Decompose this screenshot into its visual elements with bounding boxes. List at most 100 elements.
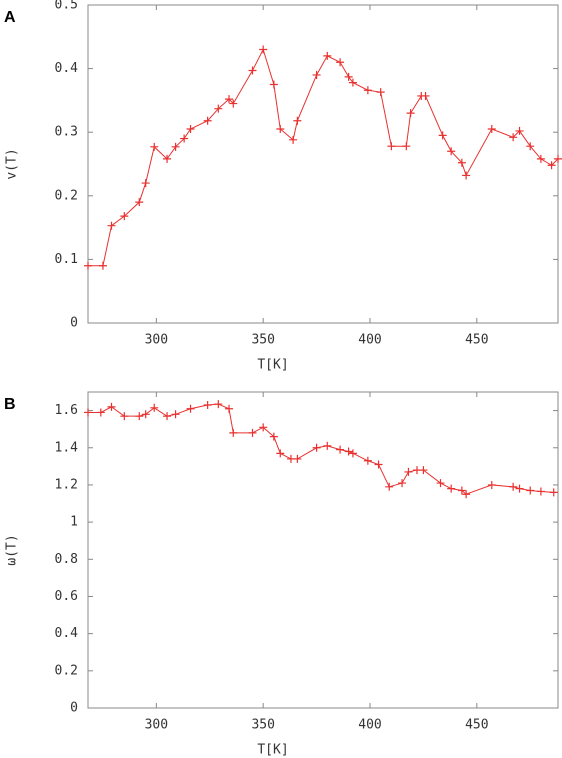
marker xyxy=(487,480,496,489)
marker xyxy=(462,490,471,499)
marker xyxy=(163,154,172,163)
marker xyxy=(547,161,556,170)
marker xyxy=(293,116,302,125)
marker xyxy=(248,428,257,437)
marker xyxy=(150,142,159,151)
marker xyxy=(404,467,413,476)
marker xyxy=(214,400,223,409)
marker xyxy=(150,403,159,412)
marker xyxy=(135,412,144,421)
marker xyxy=(269,80,278,89)
marker xyxy=(259,45,268,54)
marker xyxy=(374,460,383,469)
marker xyxy=(554,154,562,163)
marker xyxy=(186,125,195,134)
y-tick-label: 1 xyxy=(70,515,78,530)
marker xyxy=(225,404,233,413)
marker xyxy=(447,147,456,156)
marker xyxy=(515,484,524,493)
marker xyxy=(536,154,545,163)
y-axis-label: v(T) xyxy=(5,148,20,179)
marker xyxy=(84,408,92,417)
marker xyxy=(259,423,268,432)
x-tick-label: 350 xyxy=(251,333,274,348)
marker xyxy=(96,408,105,417)
marker xyxy=(515,126,524,135)
y-axis-label: ω(T) xyxy=(5,534,20,565)
marker xyxy=(363,456,372,465)
marker xyxy=(487,125,496,134)
y-tick-label: 0.4 xyxy=(55,626,79,641)
y-tick-label: 0 xyxy=(70,316,78,331)
y-tick-label: 0 xyxy=(70,701,78,716)
marker xyxy=(107,402,116,411)
marker xyxy=(348,78,357,87)
marker xyxy=(229,99,238,108)
y-tick-label: 0.1 xyxy=(55,252,78,267)
x-axis-label: T[K] xyxy=(257,743,288,758)
marker xyxy=(276,125,285,134)
marker xyxy=(419,466,428,475)
panel-label: A xyxy=(4,9,16,26)
marker xyxy=(344,447,353,456)
panel-label: B xyxy=(4,396,16,413)
marker xyxy=(171,142,180,151)
marker xyxy=(526,142,535,151)
x-tick-label: 300 xyxy=(145,718,168,733)
y-tick-label: 1.6 xyxy=(55,403,78,418)
marker xyxy=(376,88,385,97)
plot-frame xyxy=(87,4,559,324)
marker xyxy=(457,486,466,495)
marker xyxy=(385,482,394,491)
marker xyxy=(180,134,189,143)
y-tick-label: 0.6 xyxy=(55,589,78,604)
marker xyxy=(107,221,116,230)
y-tick-label: 0.4 xyxy=(55,61,79,76)
marker xyxy=(398,479,407,488)
x-tick-label: 300 xyxy=(145,333,168,348)
marker xyxy=(436,479,445,488)
y-tick-label: 0.5 xyxy=(55,0,78,13)
x-axis-label: T[K] xyxy=(257,358,288,373)
marker xyxy=(348,449,357,458)
y-tick-label: 1.2 xyxy=(55,477,78,492)
marker xyxy=(312,70,321,79)
marker xyxy=(509,133,518,142)
marker xyxy=(186,404,195,413)
marker xyxy=(421,91,430,100)
x-tick-label: 400 xyxy=(358,333,381,348)
marker xyxy=(135,198,144,207)
marker xyxy=(344,72,353,81)
marker xyxy=(402,142,411,151)
marker xyxy=(526,486,535,495)
marker xyxy=(203,401,212,410)
marker xyxy=(293,454,302,463)
marker xyxy=(387,142,396,151)
marker xyxy=(336,445,345,454)
marker xyxy=(536,487,545,496)
marker xyxy=(289,135,298,144)
marker xyxy=(336,58,345,67)
marker xyxy=(229,428,238,437)
y-tick-label: 0.3 xyxy=(55,125,78,140)
marker xyxy=(141,410,150,419)
marker xyxy=(120,212,129,221)
x-tick-label: 400 xyxy=(358,718,381,733)
marker xyxy=(323,441,332,450)
x-tick-label: 350 xyxy=(251,718,274,733)
marker xyxy=(457,158,466,167)
marker xyxy=(447,484,456,493)
marker xyxy=(406,109,415,118)
marker xyxy=(276,449,285,458)
data-line xyxy=(88,48,559,267)
marker xyxy=(462,171,471,180)
data-line xyxy=(88,403,554,495)
marker xyxy=(171,410,180,419)
y-tick-label: 1.4 xyxy=(55,440,79,455)
marker xyxy=(225,95,233,104)
marker xyxy=(509,482,518,491)
plot-frame xyxy=(87,391,559,709)
marker xyxy=(438,131,447,140)
marker xyxy=(248,66,257,75)
